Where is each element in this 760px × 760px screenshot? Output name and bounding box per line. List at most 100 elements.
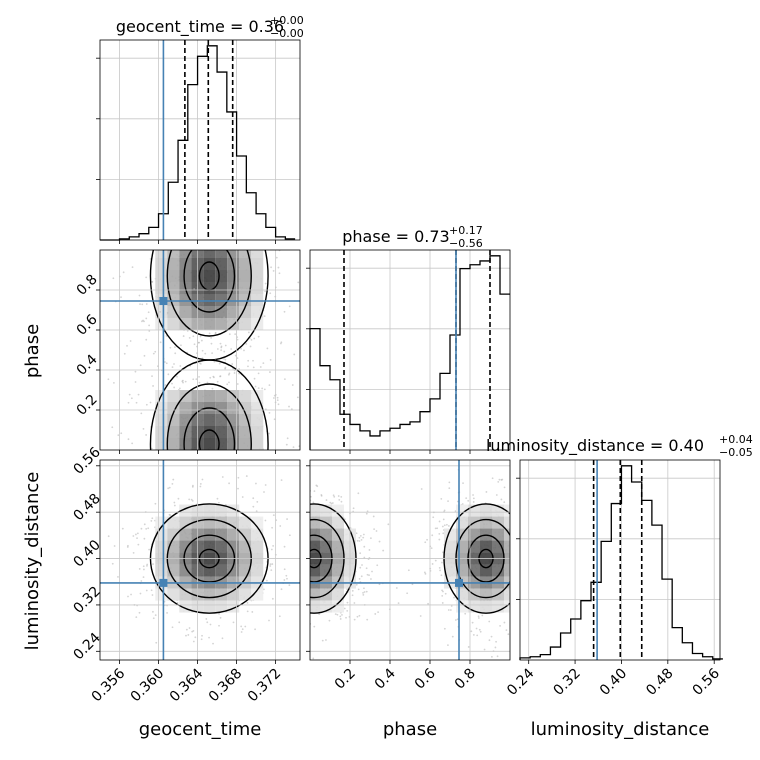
density-geocent-time-vs-luminosity-distance-sample (208, 636, 210, 639)
density-geocent-time-vs-phase-sample (297, 503, 299, 505)
density-geocent-time-vs-phase-sample (143, 354, 146, 357)
density-geocent-time-vs-luminosity-distance-sample (199, 485, 202, 488)
density-geocent-time-vs-phase-density-cell (179, 474, 191, 486)
density-phase-vs-luminosity-distance-sample (515, 527, 517, 529)
hist-phase-bin-17 (480, 261, 490, 450)
density-geocent-time-vs-phase-sample (167, 373, 170, 376)
density-phase-vs-luminosity-distance-sample (366, 510, 369, 513)
density-phase-vs-luminosity-distance-sample (362, 536, 365, 539)
density-geocent-time-vs-phase-sample (141, 229, 143, 231)
density-geocent-time-vs-phase-sample (166, 248, 168, 250)
density-phase-vs-luminosity-distance-sample (503, 621, 506, 624)
density-geocent-time-vs-phase-sample (207, 485, 209, 487)
density-geocent-time-vs-luminosity-distance-sample (285, 574, 288, 577)
density-geocent-time-vs-phase-sample (253, 377, 256, 380)
density-phase-vs-luminosity-distance-sample (346, 601, 349, 604)
density-geocent-time-vs-luminosity-distance-sample (147, 527, 150, 530)
density-phase-vs-luminosity-distance-sample (307, 535, 309, 537)
density-geocent-time-vs-phase-sample (238, 367, 241, 370)
density-phase-vs-luminosity-distance-sample (525, 533, 527, 535)
density-geocent-time-vs-luminosity-distance-sample (283, 545, 286, 548)
density-geocent-time-vs-phase-sample (278, 272, 281, 275)
density-phase-vs-luminosity-distance-density-cell (516, 553, 528, 565)
density-geocent-time-vs-luminosity-distance-sample (221, 637, 224, 640)
density-phase-vs-luminosity-distance-sample (284, 556, 286, 558)
density-geocent-time-vs-phase-density-cell (239, 426, 252, 438)
density-phase-vs-luminosity-distance-sample (280, 566, 282, 568)
density-geocent-time-vs-phase-sample (41, 139, 43, 141)
density-phase-vs-luminosity-distance-sample (449, 609, 452, 611)
density-phase-vs-luminosity-distance-sample (289, 579, 291, 581)
density-geocent-time-vs-phase-sample (223, 451, 225, 453)
density-geocent-time-vs-luminosity-distance-sample (283, 568, 286, 571)
density-geocent-time-vs-phase-sample (171, 382, 173, 385)
density-geocent-time-vs-phase-sample (257, 467, 259, 469)
density-geocent-time-vs-luminosity-distance-density-cell (251, 528, 264, 541)
density-geocent-time-vs-phase-sample (219, 241, 221, 243)
density-geocent-time-vs-phase-density-cell (203, 250, 216, 258)
density-phase-vs-luminosity-distance-sample (291, 601, 293, 603)
density-geocent-time-vs-phase-sample (166, 510, 168, 512)
density-geocent-time-vs-phase-sample (237, 322, 240, 324)
density-geocent-time-vs-luminosity-distance-density-cell (215, 564, 228, 577)
density-phase-vs-luminosity-distance-sample (341, 613, 343, 616)
density-phase-vs-luminosity-distance-sample (293, 529, 295, 531)
density-geocent-time-vs-luminosity-distance-sample (188, 498, 191, 501)
density-phase-vs-luminosity-distance-sample (532, 492, 534, 494)
density-geocent-time-vs-phase-sample (130, 397, 133, 400)
density-phase-vs-luminosity-distance-density-cell (480, 600, 492, 613)
density-geocent-time-vs-luminosity-distance-sample (286, 518, 288, 520)
density-geocent-time-vs-phase-density-cell (251, 414, 264, 426)
density-phase-vs-luminosity-distance-sample (382, 549, 385, 552)
density-geocent-time-vs-luminosity-distance-sample (192, 484, 194, 487)
density-geocent-time-vs-phase-sample (266, 492, 268, 494)
density-phase-vs-luminosity-distance-sample (303, 577, 305, 579)
density-geocent-time-vs-phase-sample (244, 473, 246, 475)
density-geocent-time-vs-phase-density-cell (155, 474, 167, 486)
density-phase-vs-luminosity-distance-sample (550, 533, 552, 535)
density-geocent-time-vs-phase-sample (254, 245, 256, 247)
density-geocent-time-vs-phase-density-cell (155, 486, 167, 498)
density-phase-vs-luminosity-distance-sample (366, 573, 369, 576)
density-phase-vs-luminosity-distance-sample (524, 525, 526, 527)
density-geocent-time-vs-phase-density-cell (203, 390, 216, 402)
density-phase-vs-luminosity-distance-sample (524, 530, 526, 532)
density-geocent-time-vs-luminosity-distance-sample (218, 613, 220, 615)
hist-luminosity-distance-bin-10 (621, 466, 631, 660)
density-phase-vs-luminosity-distance-sample (294, 563, 296, 565)
density-geocent-time-vs-luminosity-distance-sample (205, 618, 208, 620)
hist-luminosity-distance-steps (519, 465, 723, 660)
density-geocent-time-vs-phase-sample (291, 384, 294, 386)
density-geocent-time-vs-luminosity-distance-sample (269, 563, 272, 566)
density-phase-vs-luminosity-distance-density-cell (332, 564, 344, 577)
density-geocent-time-vs-phase-density-cell (239, 258, 252, 270)
density-geocent-time-vs-phase-sample (181, 137, 183, 139)
density-geocent-time-vs-phase-sample (120, 296, 122, 299)
density-geocent-time-vs-phase-sample (152, 385, 154, 387)
density-phase-vs-luminosity-distance-sample (305, 560, 307, 562)
density-phase-vs-luminosity-distance-sample (479, 630, 482, 633)
density-phase-vs-luminosity-distance-sample (523, 542, 525, 544)
density-phase-vs-luminosity-distance-sample (306, 587, 308, 589)
density-geocent-time-vs-luminosity-distance-xtick-label-1: 0.360 (128, 666, 168, 706)
hist-luminosity-distance-bin-7 (591, 582, 601, 660)
density-phase-vs-luminosity-distance-sample (512, 540, 514, 542)
density-geocent-time-vs-phase-sample (210, 336, 212, 339)
xlabel-phase: phase (383, 719, 437, 740)
density-geocent-time-vs-phase-sample (272, 397, 275, 399)
density-phase-vs-luminosity-distance-sample (467, 499, 470, 502)
hist-luminosity-distance-bin-4 (561, 633, 571, 660)
density-geocent-time-vs-luminosity-distance-density-cell (251, 564, 264, 577)
density-geocent-time-vs-phase-sample (150, 447, 153, 450)
density-phase-vs-luminosity-distance-sample (559, 512, 561, 514)
density-geocent-time-vs-phase-sample (175, 481, 177, 483)
density-geocent-time-vs-phase-sample (199, 335, 202, 338)
density-geocent-time-vs-phase-sample (279, 144, 281, 146)
density-geocent-time-vs-phase-sample (252, 366, 255, 369)
density-geocent-time-vs-phase-frame (99, 249, 301, 451)
density-phase-vs-luminosity-distance-sample (370, 578, 372, 580)
density-phase-vs-luminosity-distance-sample (536, 521, 538, 523)
density-geocent-time-vs-phase-sample (193, 288, 196, 290)
density-geocent-time-vs-phase-sample (246, 245, 248, 247)
density-phase-vs-luminosity-distance-sample (339, 615, 342, 618)
